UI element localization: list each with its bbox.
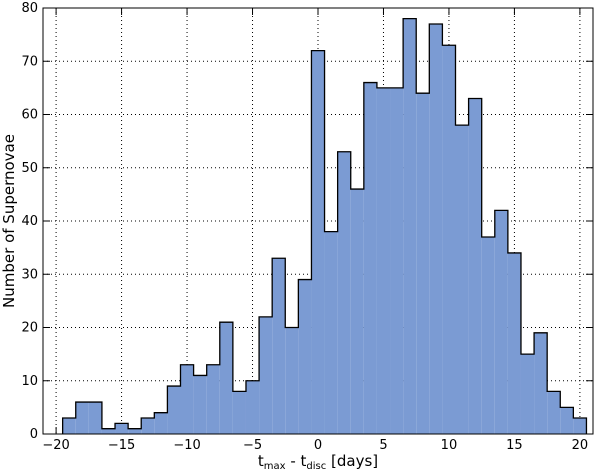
x-tick-label: 15 [506, 438, 523, 453]
bar [547, 391, 561, 434]
bar [193, 375, 207, 434]
bar [481, 236, 495, 434]
y-tick-label: 30 [21, 267, 38, 282]
bar [154, 412, 168, 434]
x-label-subscript: max [264, 461, 286, 472]
x-tick-label: −15 [108, 438, 135, 453]
x-tick-label: −10 [173, 438, 200, 453]
bar [468, 98, 482, 435]
bar [272, 258, 286, 434]
x-tick-label: 5 [379, 438, 387, 453]
y-axis-label: Number of Supernovae [0, 134, 18, 308]
bar [350, 189, 364, 434]
x-axis-label: tmax - tdisc [days] [258, 452, 378, 472]
x-label-part: - t [286, 452, 307, 470]
bar [416, 93, 430, 434]
x-label-part: t [258, 452, 264, 470]
bar [219, 322, 233, 434]
y-tick-label: 70 [21, 54, 38, 69]
bar [534, 332, 548, 434]
bar [115, 423, 129, 434]
bar [232, 391, 246, 434]
bar [442, 45, 456, 435]
bar [376, 87, 391, 434]
y-tick-label: 0 [30, 427, 38, 442]
bar [62, 418, 76, 434]
bar [128, 428, 142, 434]
x-tick-label: −5 [243, 438, 262, 453]
x-tick-label: 10 [441, 438, 458, 453]
bar [88, 402, 102, 434]
x-tick-label: 0 [314, 438, 322, 453]
plot-frame [42, 7, 594, 435]
y-tick-label: 20 [21, 321, 38, 336]
bar [429, 23, 443, 434]
bar [324, 231, 338, 434]
bar [363, 82, 377, 435]
bar [573, 418, 587, 434]
y-tick-label: 80 [21, 1, 38, 16]
bar [455, 125, 469, 435]
bar [245, 380, 260, 434]
bar [390, 87, 404, 434]
bar [337, 151, 351, 434]
bar-outline [61, 18, 588, 434]
bar [403, 18, 417, 435]
bar [494, 210, 508, 434]
bar [560, 407, 574, 434]
bar [285, 327, 299, 434]
bar [180, 364, 194, 434]
bar [206, 364, 220, 434]
x-label-part: [days] [326, 452, 378, 470]
x-label-subscript: disc [306, 461, 326, 472]
bar [75, 402, 89, 434]
y-tick-label: 10 [21, 374, 38, 389]
bar [167, 386, 181, 434]
bar [507, 252, 521, 434]
y-tick-label: 60 [21, 108, 38, 123]
y-tick-label: 50 [21, 161, 38, 176]
bar [101, 428, 116, 434]
x-tick-label: −20 [42, 438, 69, 453]
y-tick-label: 40 [21, 214, 38, 229]
bar [298, 279, 312, 434]
x-tick-label: 20 [572, 438, 589, 453]
bar [141, 418, 155, 434]
bar [259, 316, 273, 434]
bar [520, 354, 535, 434]
bar [311, 50, 325, 434]
